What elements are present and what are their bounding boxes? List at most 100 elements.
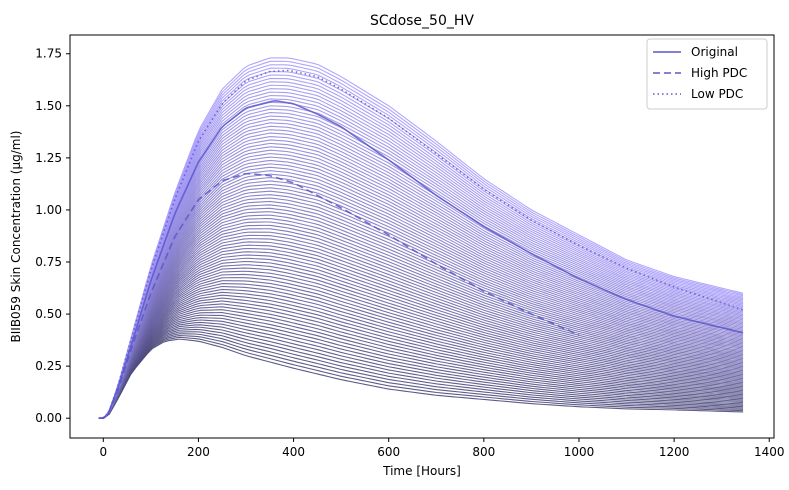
y-tick-label: 0.50 [35,307,62,321]
x-tick-label: 400 [282,445,305,459]
chart-title: SCdose_50_HV [370,13,474,29]
simulated-curve [98,112,744,419]
legend-box [646,38,768,110]
legend: Original High PDC Low PDC [646,38,768,110]
simulated-curve [98,333,744,419]
simulated-curve [98,251,744,419]
simulated-curve [98,280,744,419]
simulated-curve [98,218,744,419]
simulated-curve [98,204,744,419]
simulated-curve [98,214,744,419]
simulated-curve [98,321,744,419]
y-tick-label: 0.75 [35,255,62,269]
simulated-curve [98,67,744,419]
simulated-curve [98,170,744,419]
x-axis-title: Time [Hours] [382,464,461,478]
simulated-curve [98,183,744,419]
simulated-curve [98,277,744,419]
simulated-curve [98,142,744,419]
simulated-curve [98,267,744,419]
simulated-curve [98,146,744,419]
simulated-curve [98,238,744,419]
y-tick-label: 1.25 [35,151,62,165]
simulated-curve [98,288,744,419]
simulated-curve [98,335,744,419]
simulated-curve [98,297,744,419]
simulated-curve [98,300,744,419]
simulated-curve [98,261,744,419]
simulated-curve [98,328,744,419]
simulated-curve [98,64,744,419]
legend-label-original: Original [691,45,738,59]
simulated-curve [98,247,744,419]
simulated-curve [98,306,744,419]
x-tick-label: 1000 [564,445,595,459]
simulated-curve [98,176,744,419]
simulated-curve [98,129,744,419]
x-tick-label: 1400 [754,445,785,459]
simulated-curve [98,88,744,419]
simulated-curve [98,108,744,419]
simulated-curve [98,319,744,419]
simulated-curve [98,285,744,419]
simulated-curve [98,244,744,419]
simulated-curve [98,264,744,419]
simulated-curve [98,228,744,419]
simulated-curve [98,149,744,419]
simulated-curve [98,156,744,419]
simulated-curve [98,187,744,419]
simulated-curve [98,166,744,419]
simulated-curve [98,200,744,419]
simulated-curve [98,122,744,419]
simulated-curve [98,105,744,419]
x-tick-label: 600 [377,445,400,459]
simulated-curve [98,194,744,419]
simulated-curve [98,234,744,419]
x-tick-label: 200 [187,445,210,459]
simulated-curve [98,94,744,419]
series-line-original [98,100,744,420]
series-line-high-pdc [98,172,580,420]
simulated-curve [98,336,744,419]
simulated-curve [98,91,744,419]
simulated-curve [98,303,744,419]
simulated-curve [98,257,744,419]
simulated-curve [98,294,744,419]
simulated-curve [98,314,744,419]
simulated-curve [98,283,744,419]
x-tick-label: 1200 [659,445,690,459]
simulated-curve [98,77,744,419]
simulated-curve [98,309,744,419]
simulated-curve [98,254,744,419]
simulated-curve [98,57,744,419]
y-axis-ticks: 0.00 0.25 0.50 0.75 1.00 1.25 1.50 1.75 [35,47,70,425]
simulated-curve [98,324,744,419]
simulated-curve [98,326,744,419]
simulated-curve [98,231,744,419]
y-tick-label: 1.00 [35,203,62,217]
simulated-curve [98,60,744,419]
y-tick-label: 1.50 [35,99,62,113]
simulated-curve [98,331,744,419]
simulated-curve [98,98,744,419]
simulated-curve [98,180,744,419]
legend-label-low-pdc: Low PDC [691,87,743,101]
x-tick-label: 800 [472,445,495,459]
y-tick-label: 0.25 [35,359,62,373]
simulated-curve [98,190,744,419]
simulated-curve [98,173,744,419]
simulated-curve [98,135,744,419]
simulated-curve [98,81,744,419]
simulated-curve [98,291,744,419]
simulated-curve [98,132,744,419]
simulated-curve [98,153,744,419]
y-tick-label: 1.75 [35,47,62,61]
simulated-curve [98,270,744,419]
series-lines [98,69,744,420]
simulated-curve [98,207,744,419]
simulated-curve [98,163,744,419]
simulated-curve [98,125,744,419]
simulated-curve [98,241,744,419]
x-axis-ticks: 0 200 400 600 800 1000 1200 1400 [99,438,785,459]
simulated-curve [98,115,744,419]
